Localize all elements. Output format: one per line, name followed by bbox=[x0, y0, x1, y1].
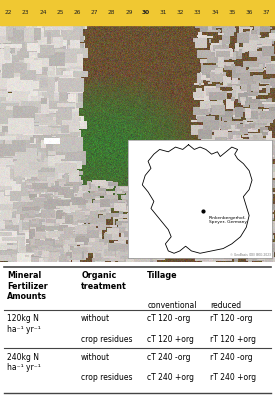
Text: conventional: conventional bbox=[147, 302, 197, 310]
Text: 30: 30 bbox=[142, 10, 150, 15]
Text: 28: 28 bbox=[108, 10, 116, 15]
Text: rT 240 +org: rT 240 +org bbox=[210, 374, 257, 382]
Text: rT 120 -org: rT 120 -org bbox=[210, 314, 253, 323]
Text: reduced: reduced bbox=[210, 302, 241, 310]
Bar bbox=[0, 0, 275, 25]
Text: 25: 25 bbox=[56, 10, 64, 15]
Text: cT 120 +org: cT 120 +org bbox=[147, 335, 194, 344]
Text: © GeoBasis (DE) BKG 2023: © GeoBasis (DE) BKG 2023 bbox=[230, 253, 271, 257]
Polygon shape bbox=[142, 145, 252, 253]
Text: 34: 34 bbox=[211, 10, 219, 15]
Text: cT 240 -org: cT 240 -org bbox=[147, 353, 191, 362]
Text: 31: 31 bbox=[160, 10, 167, 15]
Text: cT 240 +org: cT 240 +org bbox=[147, 374, 194, 382]
Text: Rinkenbergerhof,
Speyer, Germany: Rinkenbergerhof, Speyer, Germany bbox=[209, 216, 247, 224]
Text: 120kg N
ha⁻¹ yr⁻¹: 120kg N ha⁻¹ yr⁻¹ bbox=[7, 314, 41, 334]
Text: 32: 32 bbox=[177, 10, 184, 15]
Text: without: without bbox=[81, 314, 110, 323]
Text: 36: 36 bbox=[246, 10, 253, 15]
Text: rT 240 -org: rT 240 -org bbox=[210, 353, 253, 362]
Text: 29: 29 bbox=[125, 10, 133, 15]
Text: crop residues: crop residues bbox=[81, 374, 133, 382]
Text: 27: 27 bbox=[91, 10, 98, 15]
Text: 24: 24 bbox=[39, 10, 47, 15]
Text: Organic
treatment: Organic treatment bbox=[81, 272, 127, 291]
Text: crop residues: crop residues bbox=[81, 335, 133, 344]
Text: without: without bbox=[81, 353, 110, 362]
Text: 26: 26 bbox=[74, 10, 81, 15]
Text: 23: 23 bbox=[22, 10, 29, 15]
Text: 35: 35 bbox=[228, 10, 236, 15]
Text: cT 120 -org: cT 120 -org bbox=[147, 314, 191, 323]
Text: 37: 37 bbox=[263, 10, 270, 15]
Text: 240kg N
ha⁻¹ yr⁻¹: 240kg N ha⁻¹ yr⁻¹ bbox=[7, 353, 41, 372]
Text: Mineral
Fertilizer
Amounts: Mineral Fertilizer Amounts bbox=[7, 272, 48, 301]
Text: 22: 22 bbox=[5, 10, 12, 15]
Text: rT 120 +org: rT 120 +org bbox=[210, 335, 256, 344]
Text: 33: 33 bbox=[194, 10, 201, 15]
Text: Tillage: Tillage bbox=[147, 272, 178, 280]
